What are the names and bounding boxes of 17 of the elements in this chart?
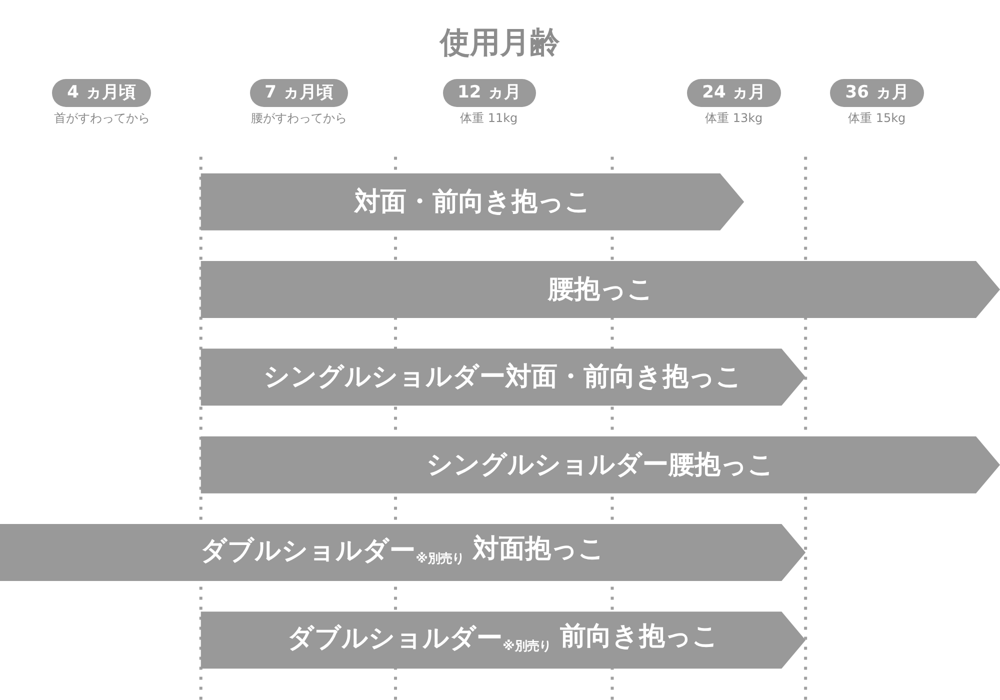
text: 体重 15kg — [848, 111, 906, 125]
x-tick-label: 7 ヵ月頃 — [264, 82, 334, 103]
chart-title: 使用月齢 — [439, 26, 560, 60]
y-tick-label: 対面・前向き抱っこ — [353, 186, 592, 217]
y-tick-label: 腰抱っこ — [546, 274, 654, 304]
x-tick-label: 12 ヵ月 — [458, 82, 522, 103]
y-tick-label: ダブルショルダー$_{※別売り}$ 前向き抱っこ — [288, 622, 719, 654]
text: 首がすわってから — [54, 111, 150, 125]
y-tick-label: ダブルショルダー$_{※別売り}$ 対面抱っこ — [200, 534, 605, 566]
text: 体重 13kg — [705, 111, 763, 125]
x-tick-label: 24 ヵ月 — [702, 82, 766, 103]
y-tick-label: シングルショルダー対面・前向き抱っこ — [264, 362, 743, 392]
text: 腰がすわってから — [251, 111, 347, 125]
x-tick-label: 4 ヵ月頃 — [67, 82, 136, 103]
y-tick-label: シングルショルダー腰抱っこ — [426, 450, 774, 480]
text: 体重 11kg — [460, 111, 518, 125]
x-tick-label: 36 ヵ月 — [845, 82, 909, 103]
